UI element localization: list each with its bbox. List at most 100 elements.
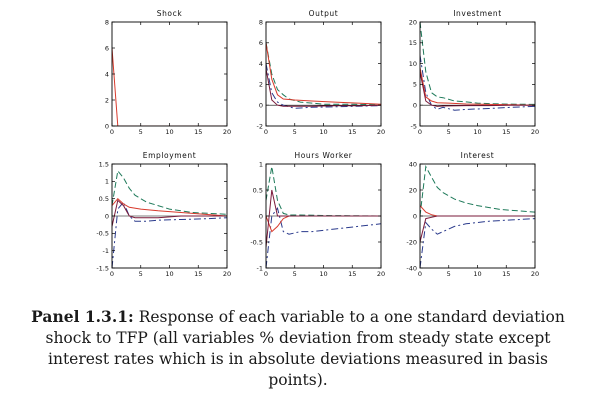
panel-title: Employment: [143, 151, 197, 160]
x-tick-label: 10: [473, 128, 481, 136]
x-tick-label: 0: [418, 270, 422, 278]
series-line-green: [266, 42, 381, 106]
y-tick-label: -2: [257, 122, 263, 130]
x-tick-label: 0: [418, 128, 422, 136]
y-tick-label: 20: [409, 186, 417, 194]
y-tick-label: 2: [259, 81, 263, 89]
y-tick-label: 0: [105, 212, 109, 220]
y-tick-label: 20: [409, 18, 417, 26]
panel-title: Shock: [157, 9, 183, 18]
x-tick-label: 10: [165, 128, 173, 136]
y-tick-label: -1: [257, 264, 263, 272]
y-tick-label: 2: [105, 96, 109, 104]
x-tick-label: 5: [447, 128, 451, 136]
y-tick-label: 6: [259, 39, 263, 47]
caption-text: Response of each variable to a one stand…: [45, 308, 565, 389]
y-tick-label: 8: [105, 18, 109, 26]
series-line-red: [266, 215, 381, 233]
y-tick-label: 1: [259, 160, 263, 168]
x-tick-label: 20: [377, 270, 385, 278]
series-line-green: [420, 164, 535, 217]
y-tick-label: 4: [259, 60, 263, 68]
y-tick-label: 1: [105, 178, 109, 186]
y-tick-label: -5: [411, 122, 417, 130]
y-tick-label: 0: [105, 122, 109, 130]
x-tick-label: 0: [110, 270, 114, 278]
y-tick-label: -40: [406, 264, 417, 272]
series-line-blue: [420, 218, 535, 268]
x-tick-label: 5: [293, 270, 297, 278]
y-tick-label: 5: [413, 81, 417, 89]
x-tick-label: 0: [110, 128, 114, 136]
series-line-green: [112, 169, 227, 215]
x-tick-label: 15: [502, 128, 510, 136]
x-tick-label: 20: [223, 270, 231, 278]
y-tick-label: -0.5: [250, 238, 263, 246]
panel-title: Hours Worker: [295, 151, 353, 160]
y-tick-label: 0.5: [99, 195, 109, 203]
x-tick-label: 20: [377, 128, 385, 136]
x-tick-label: 15: [348, 128, 356, 136]
y-tick-label: 0: [259, 212, 263, 220]
y-tick-label: 8: [259, 18, 263, 26]
x-tick-label: 15: [502, 270, 510, 278]
x-tick-label: 20: [223, 128, 231, 136]
x-tick-label: 20: [531, 270, 539, 278]
y-tick-label: -1: [103, 247, 109, 255]
panel-interest: Interest 0 5 10 15 20 -40 -20 0 20 40: [406, 151, 539, 278]
panel-title: Investment: [453, 9, 501, 18]
plot-frame: [265, 21, 382, 127]
series-line-purple: [266, 68, 381, 107]
y-tick-label: -20: [406, 238, 417, 246]
x-tick-label: 10: [473, 270, 481, 278]
series-line-purple: [420, 71, 535, 107]
series-line-red: [112, 197, 227, 217]
series-line-purple: [266, 189, 381, 248]
figure-caption: Panel 1.3.1: Response of each variable t…: [20, 306, 576, 391]
x-tick-label: 5: [139, 128, 143, 136]
x-tick-label: 0: [264, 270, 268, 278]
y-tick-label: 0: [413, 212, 417, 220]
x-tick-label: 10: [165, 270, 173, 278]
y-tick-label: 10: [409, 60, 417, 68]
panel-shock: Shock 0 5 10 15 20 0 2 4 6 8: [105, 9, 231, 136]
y-tick-label: 1.5: [99, 160, 109, 168]
series-line-blue: [420, 55, 535, 111]
series-line-blue: [266, 207, 381, 268]
series-line-green: [420, 22, 535, 105]
series-line-purple: [420, 215, 535, 243]
y-tick-label: 0.5: [253, 186, 263, 194]
x-tick-label: 0: [264, 128, 268, 136]
series-line-red: [112, 47, 227, 126]
series-line-red: [266, 42, 381, 105]
series-line-blue: [112, 201, 227, 268]
series-line-red: [420, 67, 535, 106]
plot-frame: [419, 21, 536, 127]
x-tick-label: 15: [194, 128, 202, 136]
panel-title: Interest: [461, 151, 495, 160]
y-tick-label: -0.5: [96, 230, 109, 238]
series-line-purple: [112, 199, 227, 227]
x-tick-label: 5: [139, 270, 143, 278]
y-tick-label: 6: [105, 44, 109, 52]
y-tick-label: -1.5: [96, 264, 109, 272]
x-tick-label: 5: [293, 128, 297, 136]
x-tick-label: 15: [194, 270, 202, 278]
y-tick-label: 40: [409, 160, 417, 168]
x-tick-label: 5: [447, 270, 451, 278]
y-tick-label: 4: [105, 70, 109, 78]
panel-employment: Employment 0 5 10 15 20 -1.5 -1 -0.5 0 0.5 1 1.5: [96, 151, 231, 278]
x-tick-label: 20: [531, 128, 539, 136]
caption-label: Panel 1.3.1:: [31, 307, 134, 326]
y-tick-label: 0: [259, 102, 263, 110]
x-tick-label: 10: [319, 270, 327, 278]
x-tick-label: 10: [319, 128, 327, 136]
series-line-green: [266, 166, 381, 217]
panel-hours-worker: Hours Worker 0 5 10 15 20 -1 -0.5 0 0.5 1: [250, 151, 385, 278]
series-line-blue: [266, 63, 381, 109]
x-tick-label: 15: [348, 270, 356, 278]
plot-frame: [111, 21, 228, 127]
